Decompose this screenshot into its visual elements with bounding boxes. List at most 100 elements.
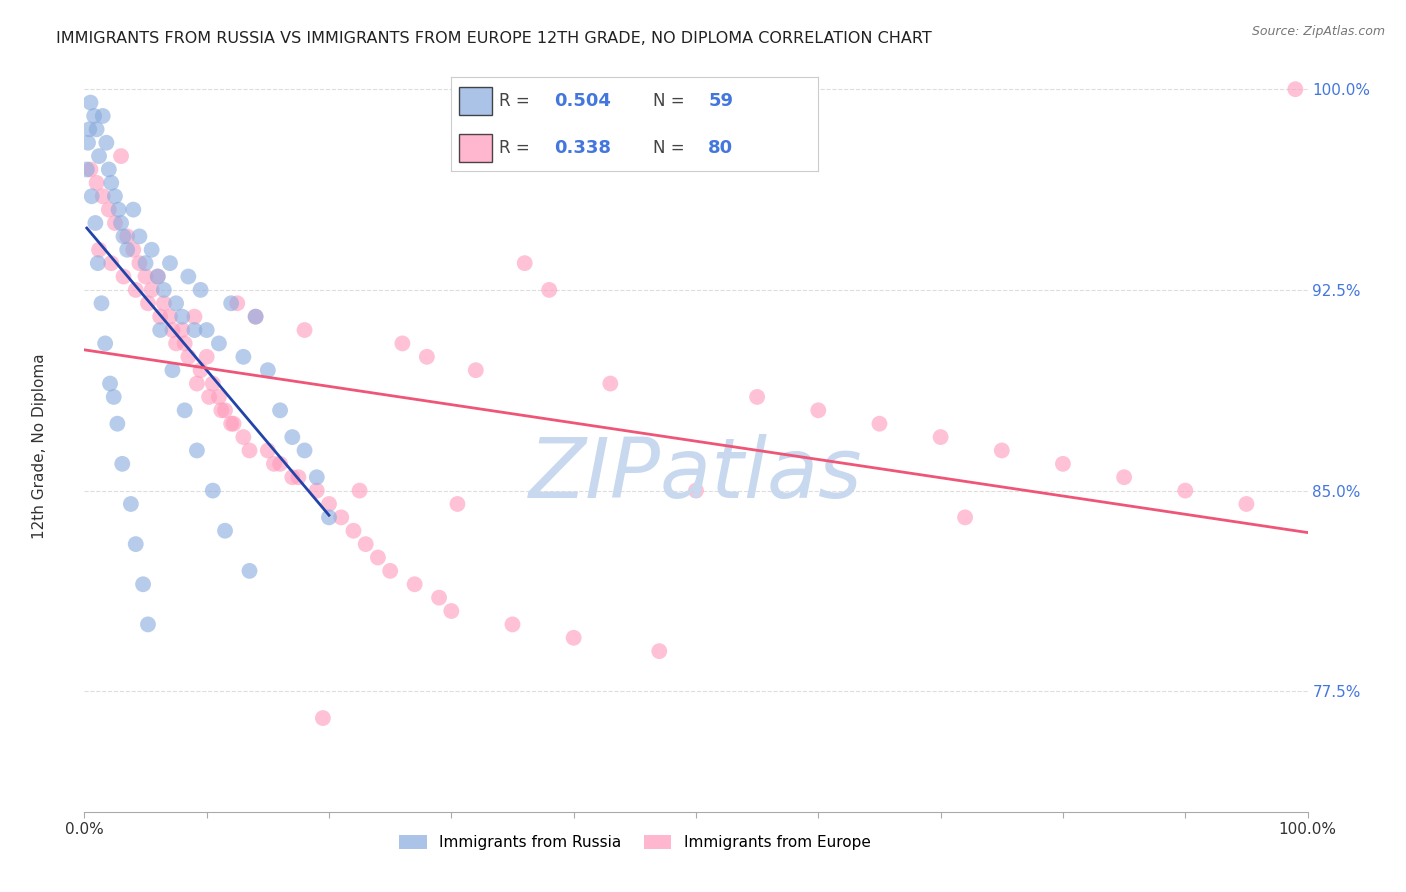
- Point: [120, 497, 142, 511]
- Point: [103, 390, 125, 404]
- Point: [162, 363, 184, 377]
- Point: [76, 162, 98, 177]
- Point: [1236, 497, 1258, 511]
- Point: [107, 202, 129, 217]
- Point: [198, 390, 221, 404]
- Point: [77, 122, 100, 136]
- Point: [953, 510, 976, 524]
- Point: [165, 336, 187, 351]
- Point: [183, 310, 205, 324]
- Point: [149, 310, 172, 324]
- Point: [177, 350, 200, 364]
- Point: [502, 617, 524, 632]
- Point: [190, 283, 212, 297]
- Point: [232, 350, 254, 364]
- Point: [77, 136, 100, 150]
- Point: [208, 390, 231, 404]
- Point: [162, 323, 184, 337]
- Point: [141, 243, 163, 257]
- Point: [112, 269, 135, 284]
- Point: [245, 310, 267, 324]
- Point: [305, 470, 328, 484]
- Point: [238, 564, 260, 578]
- Point: [446, 497, 468, 511]
- Point: [330, 510, 353, 524]
- Point: [149, 323, 172, 337]
- Point: [209, 403, 232, 417]
- Point: [226, 296, 249, 310]
- Point: [186, 443, 208, 458]
- Point: [91, 109, 114, 123]
- Point: [416, 350, 439, 364]
- Point: [136, 296, 159, 310]
- Point: [219, 417, 242, 431]
- Point: [269, 403, 291, 417]
- Point: [173, 336, 195, 351]
- Point: [110, 149, 132, 163]
- Point: [312, 711, 335, 725]
- Point: [685, 483, 707, 498]
- Point: [208, 336, 231, 351]
- Point: [1174, 483, 1197, 498]
- Point: [404, 577, 426, 591]
- Point: [294, 323, 316, 337]
- Point: [112, 229, 135, 244]
- Point: [141, 283, 163, 297]
- Point: [281, 470, 304, 484]
- Point: [122, 243, 145, 257]
- Point: [100, 256, 122, 270]
- Point: [98, 376, 121, 391]
- Point: [165, 296, 187, 310]
- Point: [238, 443, 260, 458]
- Point: [991, 443, 1014, 458]
- Point: [294, 443, 316, 458]
- Point: [159, 310, 181, 324]
- Text: 12th Grade, No Diploma: 12th Grade, No Diploma: [32, 353, 46, 539]
- Text: ZIPatlas: ZIPatlas: [529, 434, 863, 515]
- Point: [427, 591, 450, 605]
- Point: [190, 363, 212, 377]
- Point: [929, 430, 952, 444]
- Point: [440, 604, 463, 618]
- Point: [747, 390, 769, 404]
- Point: [135, 269, 157, 284]
- Point: [94, 336, 117, 351]
- Point: [201, 483, 224, 498]
- Point: [177, 269, 200, 284]
- Point: [305, 483, 328, 498]
- Point: [132, 577, 155, 591]
- Point: [245, 310, 267, 324]
- Point: [1052, 457, 1074, 471]
- Point: [83, 109, 105, 123]
- Point: [538, 283, 561, 297]
- Point: [173, 403, 195, 417]
- Point: [96, 136, 118, 150]
- Point: [380, 564, 402, 578]
- Point: [599, 376, 621, 391]
- Point: [214, 524, 236, 538]
- Point: [104, 189, 127, 203]
- Point: [257, 363, 280, 377]
- Point: [79, 162, 101, 177]
- Point: [219, 296, 242, 310]
- Point: [214, 403, 236, 417]
- Point: [349, 483, 371, 498]
- Point: [125, 537, 148, 551]
- Point: [195, 323, 218, 337]
- Point: [232, 430, 254, 444]
- Point: [146, 269, 169, 284]
- Point: [367, 550, 389, 565]
- Point: [97, 162, 120, 177]
- Point: [257, 443, 280, 458]
- Point: [136, 617, 159, 632]
- Point: [100, 176, 122, 190]
- Point: [269, 457, 291, 471]
- Point: [105, 417, 128, 431]
- Point: [172, 310, 194, 324]
- Point: [115, 243, 138, 257]
- Point: [86, 176, 108, 190]
- Text: Source: ZipAtlas.com: Source: ZipAtlas.com: [1251, 25, 1385, 38]
- Point: [1114, 470, 1136, 484]
- Point: [122, 202, 145, 217]
- Point: [87, 256, 110, 270]
